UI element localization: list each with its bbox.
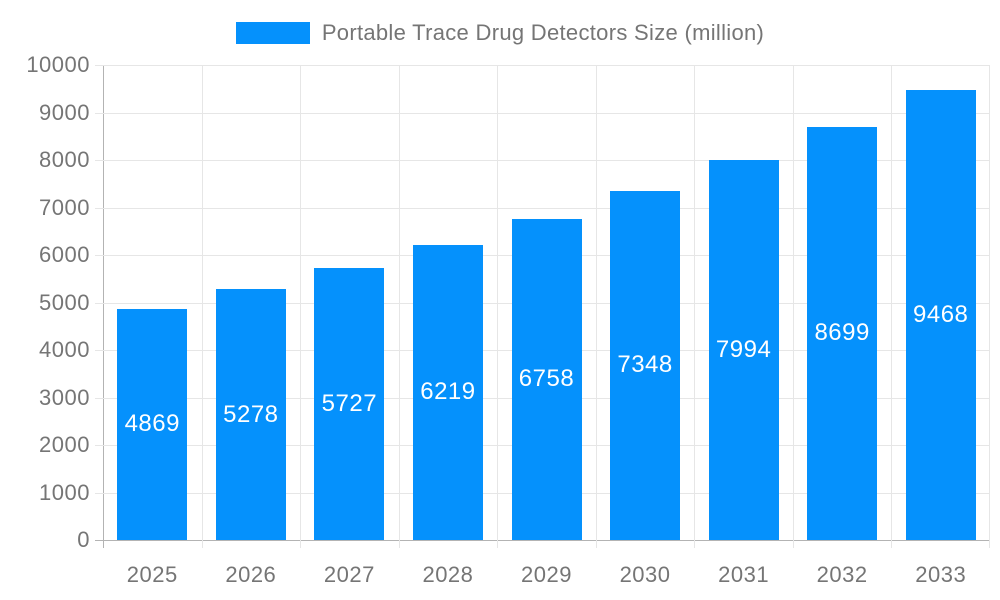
chart-legend[interactable]: Portable Trace Drug Detectors Size (mill…	[0, 20, 1000, 46]
y-axis-tick-label: 1000	[39, 479, 90, 505]
gridline-vertical	[596, 65, 597, 548]
gridline-horizontal	[103, 65, 990, 66]
bar-2033[interactable]: 9468	[905, 90, 976, 540]
gridline-vertical	[300, 65, 301, 548]
x-axis-tick-label: 2031	[718, 562, 770, 587]
y-axis-tick	[95, 492, 103, 494]
x-axis-tick-label: 2030	[619, 562, 671, 587]
y-axis-tick-label: 9000	[39, 99, 90, 125]
y-axis-tick-label: 8000	[39, 147, 90, 172]
bar-2028[interactable]: 6219	[412, 244, 483, 540]
gridline-vertical	[891, 65, 892, 548]
gridline-vertical	[497, 65, 498, 548]
y-axis-tick	[95, 112, 103, 114]
y-axis-tick-label: 6000	[39, 242, 90, 267]
y-axis-tick-label: 5000	[39, 289, 90, 315]
y-axis-line	[103, 65, 104, 548]
plot-area: 0 1000 2000 3000 4000 5000 6000 7000 8000 9000 100…	[26, 54, 990, 586]
y-axis-tick	[95, 160, 103, 161]
y-axis-tick	[95, 302, 103, 304]
y-axis-tick	[95, 397, 103, 399]
bar-value-label: 6219	[420, 378, 476, 406]
x-axis-tick-label: 2025	[126, 562, 178, 587]
y-axis-tick	[95, 207, 103, 209]
y-axis-tick-label: 4000	[39, 337, 90, 362]
bar-2030[interactable]: 7348	[610, 190, 681, 540]
y-axis-tick	[95, 445, 103, 446]
y-axis-tick-label: 10000	[26, 52, 90, 77]
legend-label: Portable Trace Drug Detectors Size (mill…	[321, 20, 765, 45]
x-axis-line	[95, 540, 990, 541]
x-axis-tick-label: 2026	[225, 562, 277, 587]
x-axis-tick-label: 2027	[323, 562, 375, 587]
gridline-vertical	[694, 65, 695, 548]
legend-swatch	[235, 22, 310, 44]
y-axis-tick-label: 0	[77, 527, 90, 552]
bar-value-label: 9468	[913, 301, 969, 329]
bar-2026[interactable]: 5278	[215, 289, 286, 540]
bar-2027[interactable]: 5727	[314, 267, 385, 540]
bar-2025[interactable]: 4869	[117, 308, 188, 540]
y-axis-tick	[95, 255, 103, 256]
gridline-horizontal	[103, 207, 990, 209]
y-axis-tick	[95, 65, 103, 66]
bar-value-label: 6758	[518, 365, 575, 393]
y-axis-tick	[95, 350, 103, 351]
bar-2029[interactable]: 6758	[511, 218, 582, 540]
x-axis-tick-label: 2032	[816, 562, 868, 587]
bar-value-label: 5727	[321, 389, 378, 417]
gridline-horizontal	[103, 112, 990, 114]
gridline-vertical	[202, 65, 203, 548]
x-axis-tick-label: 2033	[915, 562, 967, 587]
y-axis-tick-label: 3000	[39, 384, 90, 410]
bar-2032[interactable]: 8699	[807, 126, 878, 540]
bar-value-label: 7994	[715, 336, 772, 364]
gridline-vertical	[793, 65, 794, 548]
bar-value-label: 4869	[124, 410, 180, 438]
gridline-horizontal	[103, 160, 990, 161]
y-axis-tick-label: 7000	[39, 194, 90, 220]
bar-value-label: 5278	[223, 400, 279, 428]
bar-value-label: 8699	[814, 319, 870, 347]
y-axis-tick-label: 2000	[39, 432, 90, 457]
x-axis-tick-label: 2028	[422, 562, 474, 587]
gridline-vertical	[399, 65, 400, 548]
bar-value-label: 7348	[617, 351, 673, 379]
gridline-vertical	[989, 65, 990, 548]
x-axis-tick-label: 2029	[521, 562, 572, 587]
bar-2031[interactable]: 7994	[708, 160, 779, 540]
